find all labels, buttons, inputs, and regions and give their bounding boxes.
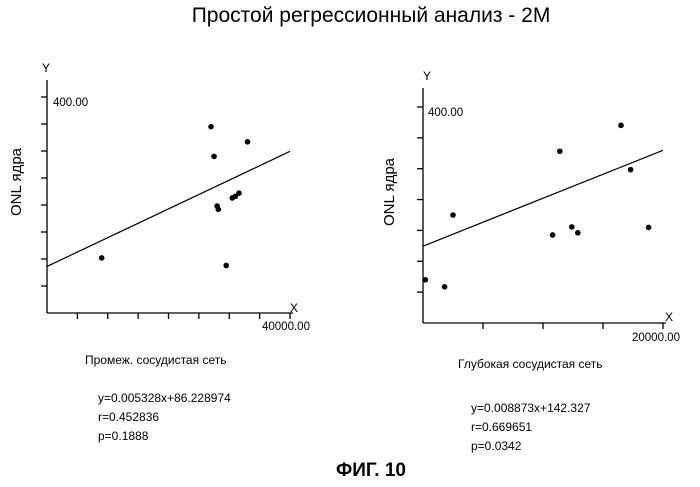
left-y-axis-letter: Y — [42, 61, 50, 75]
right-data-point — [441, 284, 448, 290]
left-data-point — [236, 190, 242, 196]
right-scatter-chart: Y 400.00 ONL ядра X 20000.00 — [381, 69, 680, 344]
right-y-axis-label: ONL ядра — [381, 157, 398, 226]
right-data-point — [557, 148, 563, 155]
left-chart-caption: Промеж. сосудистая сеть — [85, 353, 227, 367]
right-data-point — [569, 224, 575, 230]
right-data-point — [618, 122, 624, 129]
figure-label: ФИГ. 10 — [336, 460, 406, 481]
left-ymax-label: 400.00 — [53, 97, 88, 109]
right-data-point — [549, 232, 556, 238]
left-data-point — [208, 123, 214, 130]
left-xmax-label: 40000.00 — [262, 321, 310, 333]
left-x-axis-letter: X — [290, 301, 298, 315]
right-regression-equation: y=0.008873x+142.327 — [471, 401, 591, 415]
right-data-point — [645, 224, 652, 231]
page-title: Простой регрессионный анализ - 2М — [191, 4, 551, 27]
left-y-axis-label: ONL ядра — [8, 147, 25, 216]
right-data-point — [422, 277, 429, 283]
left-data-point — [223, 262, 230, 269]
left-data-point — [98, 255, 105, 261]
right-y-axis-letter: Y — [423, 69, 431, 83]
right-regression-stats: y=0.008873x+142.327 r=0.669651 p=0.0342 — [471, 399, 590, 456]
left-regression-stats: y=0.005328x+86.228974 r=0.452836 p=0.188… — [98, 389, 231, 446]
right-plot-area — [417, 88, 666, 329]
left-data-point — [215, 206, 222, 213]
left-data-point — [232, 193, 239, 200]
left-regression-line — [46, 150, 291, 267]
right-data-point — [450, 212, 456, 218]
right-data-point — [575, 230, 581, 236]
right-data-point — [627, 166, 634, 173]
right-x-axis-letter: X — [665, 310, 673, 324]
right-regression-line — [422, 149, 664, 247]
right-p-value: p=0.0342 — [471, 439, 522, 453]
left-correlation-r: r=0.452836 — [98, 410, 160, 424]
right-xmax-label: 20000.00 — [632, 332, 680, 344]
left-scatter-chart: Y 400.00 ONL ядра X 40000.00 — [8, 61, 310, 333]
left-data-point — [244, 139, 251, 145]
right-chart-caption: Глубокая сосудистая сеть — [458, 357, 603, 371]
left-regression-equation: y=0.005328x+86.228974 — [98, 391, 231, 405]
right-ymax-label: 400.00 — [428, 107, 463, 119]
left-plot-area — [41, 80, 293, 319]
left-p-value: p=0.1888 — [98, 429, 149, 443]
left-data-point — [211, 153, 217, 160]
right-correlation-r: r=0.669651 — [471, 420, 533, 434]
